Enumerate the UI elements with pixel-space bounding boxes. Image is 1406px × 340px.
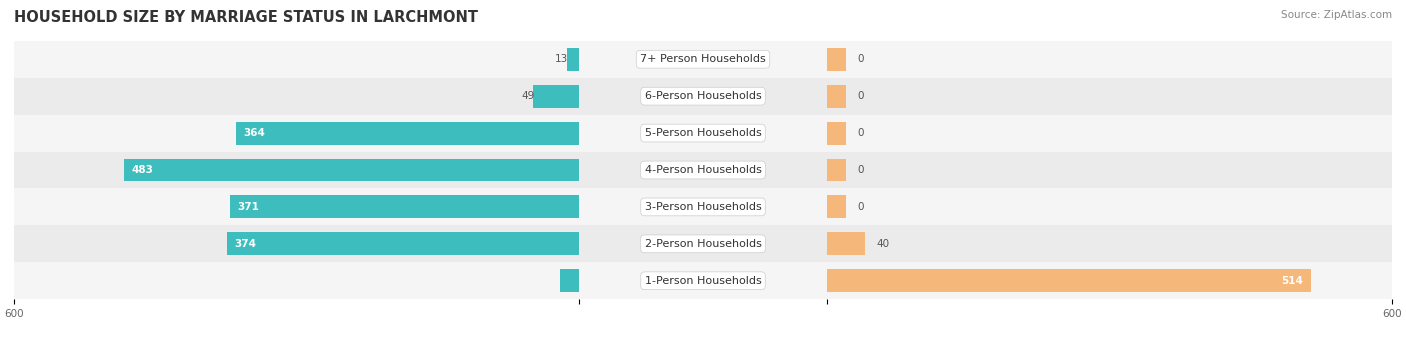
Bar <box>14 41 579 78</box>
Text: 0: 0 <box>858 165 863 175</box>
Text: 0: 0 <box>858 128 863 138</box>
Bar <box>14 262 579 299</box>
Bar <box>226 232 579 255</box>
Text: 0: 0 <box>858 54 863 64</box>
Text: 6-Person Households: 6-Person Households <box>644 91 762 101</box>
Bar <box>14 152 579 188</box>
Text: 2-Person Households: 2-Person Households <box>644 239 762 249</box>
Bar <box>579 41 827 78</box>
Bar <box>827 115 1392 152</box>
Bar <box>579 78 827 115</box>
Text: Source: ZipAtlas.com: Source: ZipAtlas.com <box>1281 10 1392 20</box>
Bar <box>579 152 827 188</box>
Bar <box>14 78 579 115</box>
Text: 3-Person Households: 3-Person Households <box>644 202 762 212</box>
Bar <box>827 195 846 218</box>
Bar <box>579 262 827 299</box>
Bar <box>827 262 1392 299</box>
Text: 374: 374 <box>235 239 256 249</box>
Bar <box>14 188 579 225</box>
Bar <box>124 158 579 182</box>
Bar <box>560 269 579 292</box>
Bar <box>14 115 579 152</box>
Bar <box>579 115 827 152</box>
Text: 49: 49 <box>522 91 534 101</box>
Bar <box>827 225 1392 262</box>
Text: 514: 514 <box>1282 276 1303 286</box>
Text: HOUSEHOLD SIZE BY MARRIAGE STATUS IN LARCHMONT: HOUSEHOLD SIZE BY MARRIAGE STATUS IN LAR… <box>14 10 478 25</box>
Bar <box>827 188 1392 225</box>
Bar <box>827 152 1392 188</box>
Bar <box>229 195 579 218</box>
Bar <box>827 85 846 108</box>
Text: 371: 371 <box>238 202 259 212</box>
Text: 0: 0 <box>858 202 863 212</box>
Text: 0: 0 <box>858 91 863 101</box>
Bar <box>827 78 1392 115</box>
Text: 5-Person Households: 5-Person Households <box>644 128 762 138</box>
Bar <box>579 188 827 225</box>
Text: 4-Person Households: 4-Person Households <box>644 165 762 175</box>
Text: 7+ Person Households: 7+ Person Households <box>640 54 766 64</box>
Text: 364: 364 <box>243 128 266 138</box>
Bar <box>827 232 865 255</box>
Bar <box>567 48 579 71</box>
Bar <box>579 225 827 262</box>
Bar <box>827 269 1310 292</box>
Bar <box>533 85 579 108</box>
Bar <box>827 158 846 182</box>
Bar <box>827 122 846 144</box>
Text: 483: 483 <box>132 165 153 175</box>
Bar <box>827 48 846 71</box>
Text: 40: 40 <box>876 239 890 249</box>
Bar <box>14 225 579 262</box>
Bar <box>827 41 1392 78</box>
Text: 1-Person Households: 1-Person Households <box>644 276 762 286</box>
Text: 13: 13 <box>555 54 568 64</box>
Bar <box>236 122 579 144</box>
